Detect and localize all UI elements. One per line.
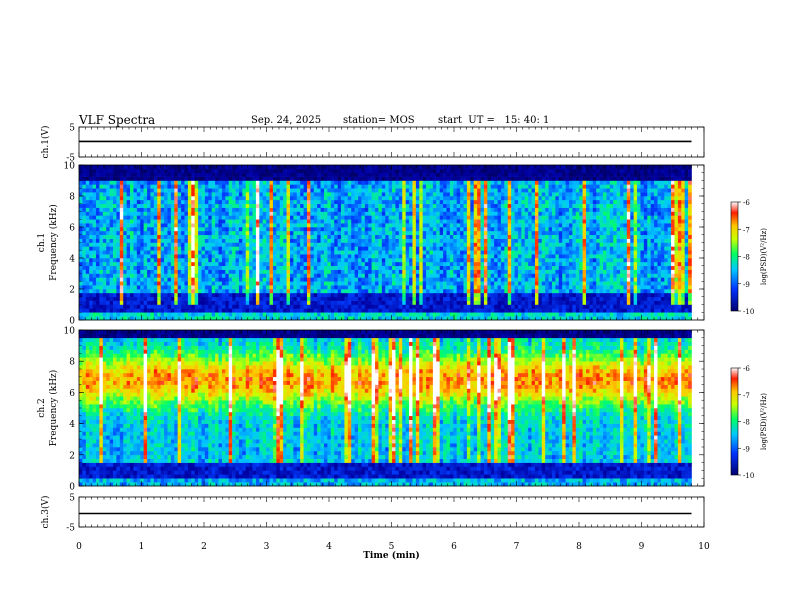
x-tick-label: 2 bbox=[201, 542, 207, 552]
x-tick-label: 0 bbox=[76, 542, 82, 552]
x-tick-label: 8 bbox=[576, 542, 582, 552]
ch2-colorbar-tick-label: -6 bbox=[743, 365, 750, 373]
ch2-spectrogram-panel: 0 2 4 6 8 10 ch.2 Frequency (kHz) bbox=[37, 327, 705, 493]
ch2-spectrogram-ytick-label: 0 bbox=[69, 483, 75, 493]
ch2-spectrogram-ylabel-channel: ch.2 bbox=[37, 398, 47, 417]
ch1-spectrogram-panel: 0 2 4 6 8 10 ch.1 Frequency (kHz) bbox=[37, 162, 705, 327]
x-tick-label: 7 bbox=[514, 542, 520, 552]
ch3-voltage-ylabel: ch.3(V) bbox=[40, 496, 51, 529]
ch1-spectrogram-ytick-label: 0 bbox=[69, 317, 75, 327]
ch1-spectrogram-ylabel-frequency: Frequency (kHz) bbox=[48, 204, 59, 281]
ch1-spectrogram-ytick-label: 10 bbox=[64, 162, 76, 172]
x-tick-label: 10 bbox=[698, 542, 710, 552]
recording-date: Sep. 24, 2025 bbox=[251, 115, 322, 126]
ch2-colorbar-tick-label: -7 bbox=[743, 392, 750, 400]
x-tick-label: 4 bbox=[326, 542, 332, 552]
ch1-colorbar-tick-label: -9 bbox=[743, 281, 750, 289]
ch1-voltage-ytick-label: 5 bbox=[69, 124, 75, 134]
ch2-colorbar-tick-label: -8 bbox=[743, 419, 750, 427]
ch3-voltage-ytick-label: 5 bbox=[69, 494, 75, 504]
start-time-label: start UT = 15: 40: 1 bbox=[438, 115, 550, 126]
ch1-colorbar-gradient bbox=[730, 201, 739, 312]
ch1-colorbar-tick-label: -8 bbox=[743, 254, 750, 262]
x-tick-label: 1 bbox=[139, 542, 145, 552]
ch1-spectrogram-ytick-label: 2 bbox=[69, 286, 75, 296]
ch2-colorbar-tick-label: -9 bbox=[743, 445, 750, 453]
ch1-voltage-ytick-label: -5 bbox=[66, 154, 75, 164]
ch2-colorbar-label: log(PSD)(V²/Hz) bbox=[760, 393, 768, 450]
ch1-spectrogram-ytick-label: 4 bbox=[69, 255, 75, 265]
station-label: station= MOS bbox=[343, 115, 415, 126]
ch2-spectrogram-ylabel-frequency: Frequency (kHz) bbox=[48, 370, 59, 447]
ch1-colorbar: -6 -7 -8 -9 -10 log(PSD)(V²/Hz) bbox=[730, 199, 768, 316]
ch1-colorbar-tick-label: -6 bbox=[743, 199, 750, 207]
ch1-colorbar-label: log(PSD)(V²/Hz) bbox=[760, 228, 768, 285]
x-tick-label: 9 bbox=[639, 542, 645, 552]
x-tick-label: 3 bbox=[264, 542, 270, 552]
x-axis-label: Time (min) bbox=[363, 550, 420, 561]
ch1-spectrogram-ytick-label: 8 bbox=[69, 193, 75, 203]
ch2-spectrogram-ytick-label: 10 bbox=[64, 327, 76, 337]
ch1-spectrogram-ytick-label: 6 bbox=[69, 224, 75, 234]
ch2-spectrogram-ytick-label: 2 bbox=[69, 451, 75, 461]
ch1-colorbar-tick-label: -10 bbox=[743, 308, 754, 316]
ch3-voltage-ytick-label: -5 bbox=[66, 524, 75, 534]
time-axis: 0 1 2 3 4 5 6 7 8 9 10 Time (min) bbox=[76, 542, 710, 561]
ch1-voltage-ylabel: ch.1(V) bbox=[40, 126, 51, 159]
x-tick-label: 5 bbox=[389, 542, 395, 552]
ch2-colorbar: -6 -7 -8 -9 -10 log(PSD)(V²/Hz) bbox=[730, 365, 768, 480]
ch3-voltage-panel: 5 -5 ch.3(V) bbox=[40, 494, 705, 534]
ch1-colorbar-tick-label: -7 bbox=[743, 226, 750, 234]
ch2-spectrogram-image bbox=[79, 330, 692, 487]
ch1-spectrogram-ylabel-channel: ch.1 bbox=[37, 233, 47, 252]
x-tick-label: 6 bbox=[451, 542, 457, 552]
ch2-spectrogram-ytick-label: 4 bbox=[69, 420, 75, 430]
ch2-colorbar-tick-label: -10 bbox=[743, 472, 754, 480]
ch2-spectrogram-ytick-label: 6 bbox=[69, 389, 75, 399]
chart-title: VLF Spectra bbox=[79, 113, 156, 127]
ch1-spectrogram-image bbox=[79, 165, 692, 321]
ch1-voltage-panel: 5 -5 ch.1(V) bbox=[40, 124, 705, 164]
ch2-spectrogram-ytick-label: 8 bbox=[69, 358, 75, 368]
ch2-colorbar-gradient bbox=[730, 367, 739, 476]
